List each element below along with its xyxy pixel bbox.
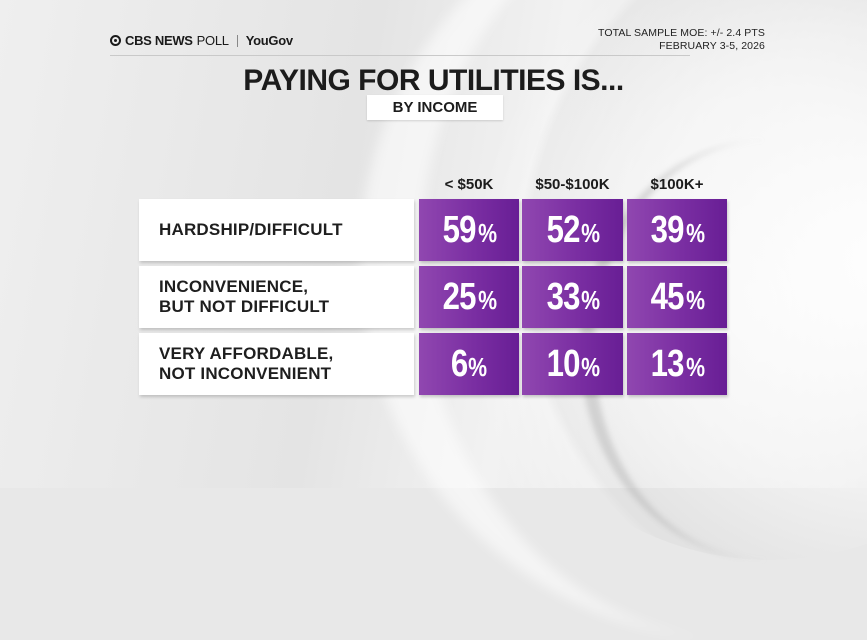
percent-sign: % <box>685 351 705 382</box>
value-number: 33 <box>546 275 580 318</box>
row-label: INCONVENIENCE, BUT NOT DIFFICULT <box>139 266 414 328</box>
column-header: < $50K <box>444 176 494 193</box>
percent-sign: % <box>581 284 601 315</box>
row-label: VERY AFFORDABLE, NOT INCONVENIENT <box>139 333 414 395</box>
logo-yougov: YouGov <box>245 33 293 48</box>
column-header: $50-$100K <box>535 176 610 193</box>
value-cell: 39% <box>627 199 727 261</box>
header-rule <box>110 55 690 56</box>
chart-subtitle: BY INCOME <box>367 95 503 120</box>
value-cell: 13% <box>627 333 727 395</box>
percent-sign: % <box>467 351 487 382</box>
value-number: 25 <box>442 275 477 318</box>
value-cell: 10% <box>522 333 623 395</box>
logo-poll: POLL <box>196 33 229 48</box>
percent-sign: % <box>477 284 497 315</box>
percent-sign: % <box>685 217 705 248</box>
column-header: $100K+ <box>650 176 704 193</box>
value-number: 45 <box>650 275 685 318</box>
value-number: 39 <box>650 208 685 251</box>
moe-line: TOTAL SAMPLE MOE: +/- 2.4 PTS <box>598 27 765 39</box>
row-label-line: HARDSHIP/DIFFICULT <box>159 220 343 239</box>
row-label: HARDSHIP/DIFFICULT <box>139 199 414 261</box>
value-cell: 6% <box>419 333 519 395</box>
row-label-line: INCONVENIENCE, <box>159 277 309 296</box>
chart-title: PAYING FOR UTILITIES IS... <box>243 64 624 97</box>
moe-info: TOTAL SAMPLE MOE: +/- 2.4 PTS FEBRUARY 3… <box>598 27 765 53</box>
cbs-eye-icon <box>110 35 121 46</box>
value-number: 52 <box>546 208 580 251</box>
row-label-line: VERY AFFORDABLE, <box>159 344 334 363</box>
value-cell: 33% <box>522 266 623 328</box>
date-line: FEBRUARY 3-5, 2026 <box>659 40 765 52</box>
value-cell: 52% <box>522 199 623 261</box>
value-cell: 45% <box>627 266 727 328</box>
row-label-line: NOT INCONVENIENT <box>159 364 332 383</box>
cbs-yougov-logo: CBS NEWS POLL YouGov <box>110 33 293 48</box>
value-cell: 59% <box>419 199 519 261</box>
percent-sign: % <box>685 284 705 315</box>
percent-sign: % <box>477 217 497 248</box>
value-number: 6 <box>451 342 468 385</box>
value-cell: 25% <box>419 266 519 328</box>
row-label-line: BUT NOT DIFFICULT <box>159 297 330 316</box>
logo-divider <box>236 34 238 47</box>
value-number: 10 <box>546 342 580 385</box>
percent-sign: % <box>581 351 601 382</box>
value-number: 13 <box>650 342 685 385</box>
logo-cbs-news: CBS NEWS <box>125 33 193 48</box>
value-number: 59 <box>442 208 477 251</box>
percent-sign: % <box>581 217 601 248</box>
